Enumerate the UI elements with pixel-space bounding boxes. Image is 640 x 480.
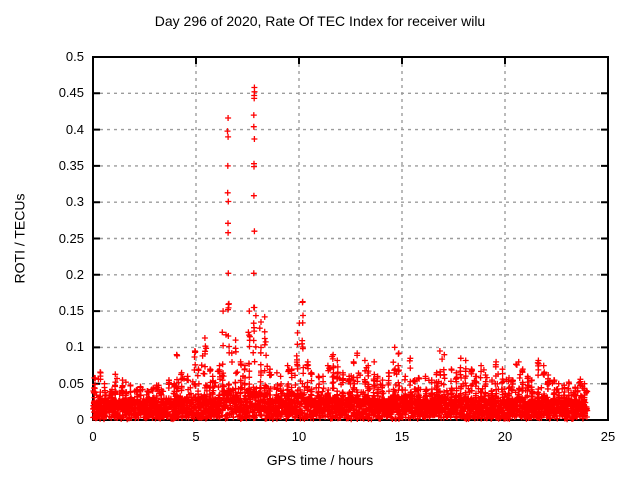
x-axis-label: GPS time / hours [266, 452, 374, 468]
data-points [90, 84, 591, 423]
x-tick-label: 15 [394, 429, 410, 444]
y-tick-label: 0.3 [65, 194, 84, 210]
y-tick-label: 0.15 [58, 303, 84, 319]
chart-title: Day 296 of 2020, Rate Of TEC Index for r… [154, 13, 486, 29]
y-tick-label: 0.25 [58, 230, 84, 246]
y-tick-label: 0.05 [58, 375, 84, 391]
x-tick-label: 25 [600, 429, 616, 444]
x-tick-label: 10 [291, 429, 307, 444]
x-tick-label: 20 [497, 429, 513, 444]
x-tick-label: 0 [89, 429, 97, 444]
y-tick-label: 0.1 [65, 339, 84, 355]
x-tick-label: 5 [192, 429, 200, 444]
y-tick-label: 0.35 [58, 157, 84, 173]
y-tick-label: 0.45 [58, 85, 84, 101]
y-tick-label: 0.2 [65, 266, 84, 282]
y-tick-label: 0 [76, 412, 84, 427]
y-tick-label: 0.5 [65, 49, 84, 64]
grid-lines [93, 57, 608, 420]
y-tick-label: 0.4 [65, 121, 84, 137]
